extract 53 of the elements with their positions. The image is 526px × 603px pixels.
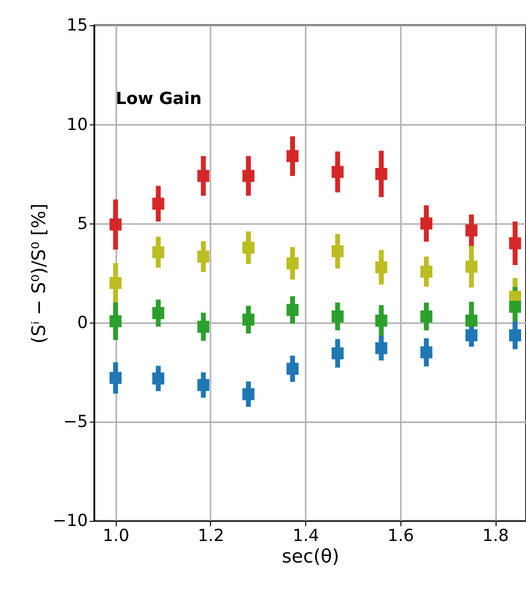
point: [110, 315, 122, 328]
y-axis-title: (Sⁱ − S⁰)/S⁰ [%]: [28, 203, 50, 344]
point: [509, 300, 522, 313]
point: [332, 166, 344, 178]
point: [242, 170, 254, 182]
x-tick-label: 1.0: [102, 526, 130, 545]
annotation: Low Gain: [116, 88, 202, 108]
point: [152, 198, 164, 210]
point: [197, 250, 210, 263]
point: [420, 346, 432, 358]
point: [197, 379, 210, 392]
x-tick-label: 1.8: [482, 526, 509, 545]
point: [509, 329, 522, 342]
point: [242, 242, 254, 254]
point: [286, 362, 299, 375]
y-tick-label: −5: [63, 412, 88, 432]
point: [197, 320, 210, 333]
x-tick-label: 1.4: [292, 526, 320, 545]
point: [152, 307, 164, 320]
point: [152, 372, 164, 385]
x-tick-label: 1.2: [198, 526, 224, 545]
point: [332, 310, 344, 322]
point: [375, 314, 388, 327]
point: [332, 347, 344, 360]
y-tick-label: 0: [77, 312, 88, 332]
point: [375, 342, 388, 354]
y-tick-label: 15: [66, 16, 88, 35]
y-tick-label: −10: [52, 511, 88, 530]
point: [465, 329, 478, 342]
point: [242, 388, 254, 400]
point: [110, 276, 122, 289]
point: [332, 245, 344, 258]
x-axis-title: sec(θ): [282, 546, 340, 568]
point: [465, 224, 478, 236]
point: [110, 218, 122, 230]
x-tick-label: 1.6: [387, 526, 414, 545]
point: [242, 314, 254, 326]
point: [465, 260, 478, 273]
point: [465, 314, 478, 327]
point: [420, 266, 432, 278]
point: [375, 168, 388, 180]
point: [197, 170, 210, 182]
point: [110, 372, 122, 384]
point: [420, 217, 432, 230]
point: [420, 310, 432, 322]
point: [375, 261, 388, 274]
point: [286, 304, 299, 316]
y-tick-label: 10: [66, 114, 88, 134]
point: [286, 257, 299, 270]
y-tick-label: 5: [77, 214, 88, 233]
point: [509, 237, 522, 250]
point: [152, 246, 164, 258]
point: [286, 150, 299, 162]
